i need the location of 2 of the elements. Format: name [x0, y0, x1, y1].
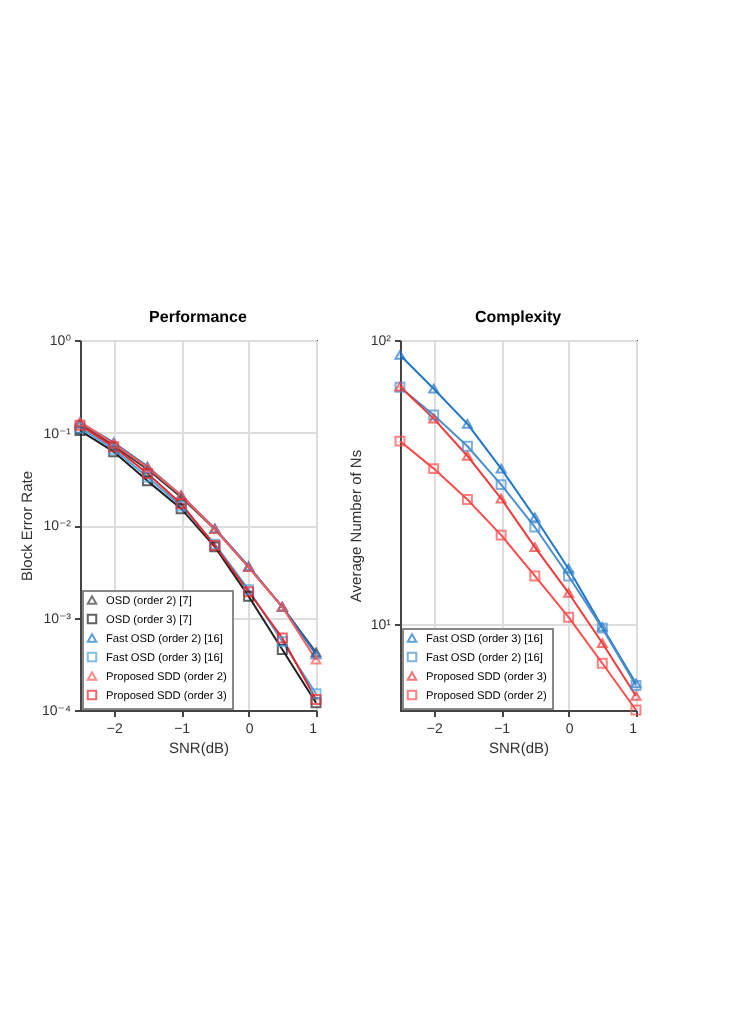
- chart-title: Complexity: [474, 308, 563, 326]
- chart-title: Performance: [149, 308, 248, 326]
